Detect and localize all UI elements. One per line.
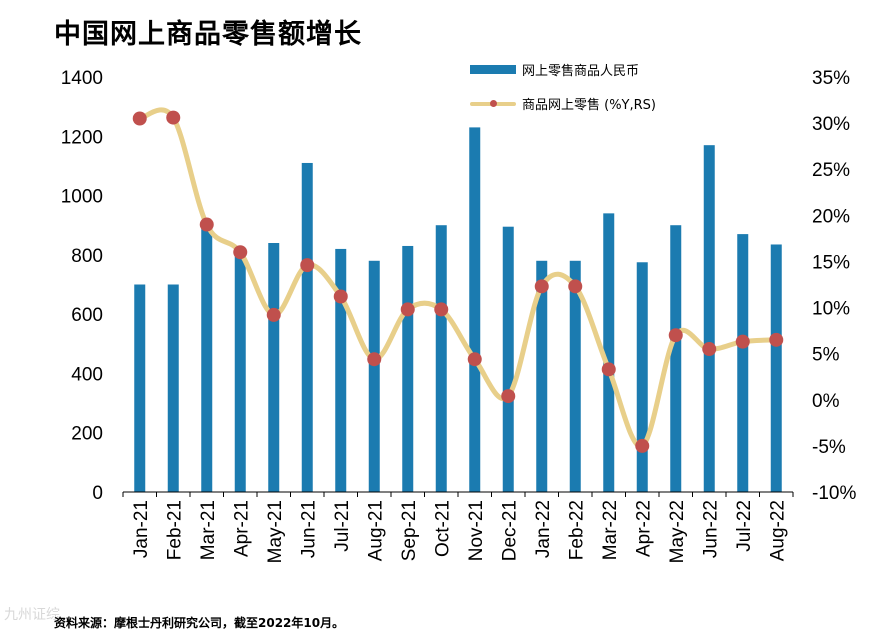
bar — [402, 245, 414, 492]
line-point — [434, 302, 449, 317]
bar — [167, 284, 179, 492]
legend-line-swatch — [470, 99, 516, 109]
x-tick-label: Jul-22 — [734, 500, 755, 552]
legend-line-entry: 商品网上零售 (%Y,RS) — [470, 94, 656, 113]
x-tick-label: Apr-22 — [633, 500, 654, 557]
chart-title: 中国网上商品零售额增长 — [54, 19, 362, 50]
line-point — [568, 279, 583, 294]
y-right-tick-label: 0% — [812, 391, 840, 412]
y-left-tick-label: 800 — [71, 246, 103, 267]
bar — [737, 234, 749, 492]
x-tick-label: Feb-22 — [566, 500, 587, 560]
bar — [703, 145, 715, 492]
x-tick-label: Nov-21 — [466, 500, 487, 561]
y-right-tick-label: 35% — [812, 68, 850, 89]
x-tick-label: Apr-21 — [231, 500, 252, 557]
legend-line-label: 商品网上零售 (%Y,RS) — [522, 98, 656, 113]
x-tick-label: Sep-21 — [399, 500, 420, 561]
x-tick-label: Dec-21 — [499, 500, 520, 561]
x-tick-label: Aug-22 — [767, 500, 788, 561]
line-point — [467, 352, 482, 367]
bar — [469, 127, 481, 493]
line-point — [534, 279, 549, 294]
x-tick-label: Jan-21 — [131, 500, 152, 558]
line-point — [300, 258, 315, 273]
x-tick-label: May-22 — [667, 500, 688, 563]
bar — [268, 243, 280, 492]
line-point — [266, 307, 281, 322]
legend-bar-swatch — [470, 65, 516, 74]
y-left-tick-label: 400 — [71, 364, 103, 385]
x-tick-label: Jun-22 — [700, 500, 721, 558]
y-right-tick-label: 30% — [812, 114, 850, 135]
y-left-tick-label: 1200 — [61, 127, 103, 148]
bar — [603, 213, 615, 492]
bar — [301, 162, 313, 492]
x-tick-label: Jul-21 — [332, 500, 353, 552]
line-point — [668, 328, 683, 343]
x-tick-label: Mar-22 — [600, 500, 621, 560]
bar — [670, 225, 682, 492]
x-tick-label: May-21 — [265, 500, 286, 563]
x-tick-label: Oct-21 — [432, 500, 453, 557]
y-right-tick-label: 5% — [812, 345, 840, 366]
bar — [335, 248, 347, 492]
bar — [201, 228, 213, 492]
bar — [435, 225, 447, 492]
bar — [569, 260, 581, 492]
line-point — [132, 111, 147, 126]
legend-bar-entry: 网上零售商品人民币 — [470, 60, 639, 79]
x-tick-label: Jun-21 — [298, 500, 319, 558]
line-point — [400, 302, 415, 317]
y-right-tick-label: 10% — [812, 299, 850, 320]
bar — [502, 226, 514, 493]
x-tick-label: Jan-22 — [533, 500, 554, 558]
line-point — [199, 217, 214, 232]
y-left-tick-label: 200 — [71, 424, 103, 445]
y-left-tick-label: 1000 — [61, 187, 103, 208]
bar — [770, 244, 782, 492]
line-point — [367, 352, 382, 367]
bar — [636, 262, 648, 492]
y-right-tick-label: -10% — [812, 483, 856, 504]
line-point — [601, 362, 616, 377]
x-tick-label: Aug-21 — [365, 500, 386, 561]
y-right-tick-label: -5% — [812, 437, 846, 458]
line-point — [333, 289, 348, 304]
x-tick-label: Feb-21 — [164, 500, 185, 560]
source-note: 资料来源：摩根士丹利研究公司，截至2022年10月。 — [54, 616, 345, 630]
y-left-tick-label: 0 — [92, 483, 103, 504]
y-right-tick-label: 15% — [812, 252, 850, 273]
bar — [368, 260, 380, 492]
y-left-tick-label: 1400 — [61, 68, 103, 89]
bar — [536, 260, 548, 492]
y-left-tick-label: 600 — [71, 305, 103, 326]
watermark: 九州证综 — [4, 607, 60, 623]
bar — [134, 284, 146, 492]
line-point — [166, 110, 181, 125]
y-right-tick-label: 20% — [812, 206, 850, 227]
y-right-tick-label: 25% — [812, 160, 850, 181]
line-point — [735, 334, 750, 349]
x-tick-label: Mar-21 — [198, 500, 219, 560]
line-point — [635, 438, 650, 453]
line-point — [501, 389, 516, 404]
line-point — [702, 342, 717, 357]
line-point — [769, 332, 784, 347]
bar — [234, 248, 246, 492]
line-point — [233, 245, 248, 260]
legend-bar-label: 网上零售商品人民币 — [522, 64, 640, 79]
